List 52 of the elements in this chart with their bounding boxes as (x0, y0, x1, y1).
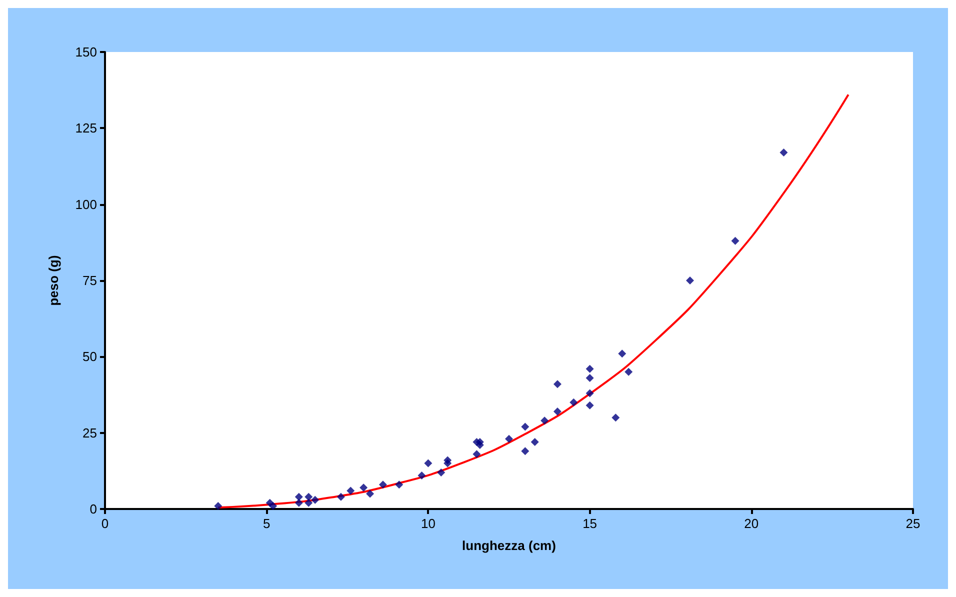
point (505, 434, 513, 443)
point (472, 450, 481, 458)
point (294, 492, 303, 501)
point (378, 480, 387, 489)
y-tick-label: 50 (82, 349, 97, 364)
x-tick-label: 15 (582, 516, 598, 531)
point (530, 438, 539, 446)
point (304, 498, 313, 507)
point (346, 486, 355, 495)
point (360, 484, 368, 492)
point (437, 468, 446, 476)
y-tick-label: 0 (90, 502, 97, 516)
point (686, 276, 694, 284)
y-tick-label: 25 (82, 425, 97, 440)
point (476, 441, 484, 450)
point (586, 389, 594, 398)
point (553, 408, 562, 416)
point (269, 502, 278, 510)
point (424, 459, 432, 468)
point (311, 496, 320, 504)
point (540, 416, 549, 425)
point (304, 492, 313, 501)
point (214, 502, 222, 510)
y-tick-label: 100 (75, 196, 97, 212)
point (586, 364, 594, 373)
x-tick-label: 5 (262, 516, 270, 531)
point (618, 350, 626, 358)
point (586, 401, 594, 410)
point (586, 374, 594, 382)
point (570, 398, 578, 406)
y-tick-label: 75 (82, 273, 97, 288)
point (553, 380, 562, 388)
point (366, 490, 374, 498)
point (294, 498, 303, 507)
point (336, 492, 345, 501)
point (612, 414, 620, 422)
point (395, 480, 404, 489)
point (780, 148, 788, 157)
point (444, 459, 452, 468)
point (731, 236, 740, 245)
point (521, 422, 530, 431)
x-tick-label: 10 (420, 516, 436, 531)
y-tick-label: 150 (75, 44, 97, 60)
x-tick-label: 25 (906, 516, 920, 531)
y-tick-label: 125 (75, 120, 97, 136)
x-tick-label: 20 (744, 516, 759, 531)
point (418, 471, 426, 480)
x-axis-title: lunghezza (cm) (462, 538, 556, 553)
y-axis-title: peso (g) (46, 255, 61, 306)
x-tick-label: 0 (101, 516, 109, 531)
point (521, 447, 530, 456)
point (624, 368, 633, 376)
